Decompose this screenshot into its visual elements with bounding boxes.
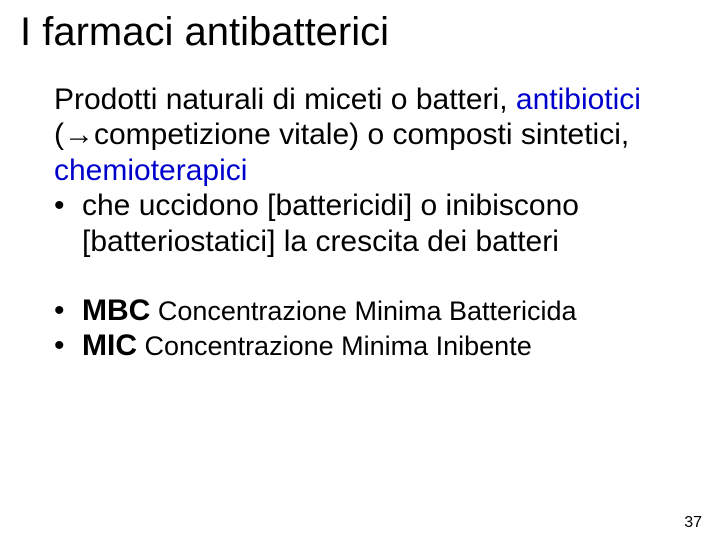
text-run: Prodotti naturali di miceti o batteri, — [54, 83, 516, 116]
slide: I farmaci antibatterici Prodotti natural… — [0, 0, 720, 540]
body-block: Prodotti naturali di miceti o batteri, a… — [20, 82, 700, 364]
text-run: ( — [54, 118, 64, 151]
bullet-mic: MIC Concentrazione Minima Inibente — [54, 328, 700, 363]
keyword-chemioterapici: chemioterapici — [54, 154, 247, 187]
arrow-icon: → — [64, 118, 94, 151]
mbc-expansion: Concentrazione Minima Battericida — [150, 296, 576, 326]
slide-title: I farmaci antibatterici — [20, 10, 700, 54]
keyword-antibiotici: antibiotici — [516, 83, 641, 116]
mbc-abbrev: MBC — [82, 294, 150, 327]
mic-expansion: Concentrazione Minima Inibente — [137, 331, 532, 361]
bullet-mbc: MBC Concentrazione Minima Battericida — [54, 293, 700, 328]
slide-number: 37 — [684, 514, 702, 532]
mic-abbrev: MIC — [82, 329, 137, 362]
bullet-text: che uccidono [battericidi] o inibiscono … — [82, 189, 579, 257]
text-run: competizione vitale) o composti sintetic… — [94, 118, 629, 151]
spacer — [54, 259, 700, 293]
bullet-action: che uccidono [battericidi] o inibiscono … — [54, 188, 700, 259]
definition-paragraph: Prodotti naturali di miceti o batteri, a… — [54, 82, 700, 188]
